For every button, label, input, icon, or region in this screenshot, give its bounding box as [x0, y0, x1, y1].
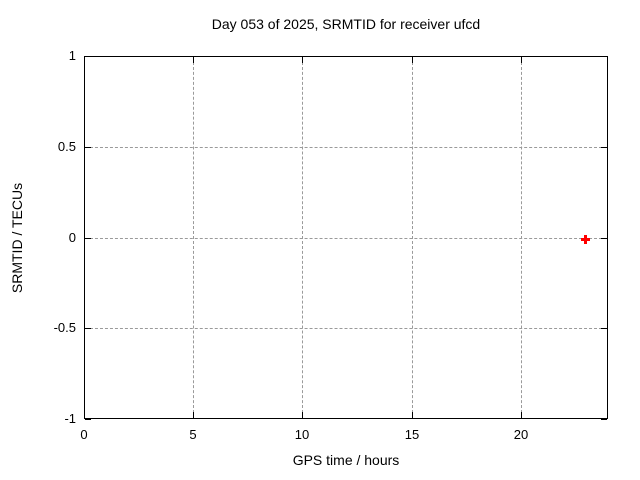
x-tick-top [193, 57, 194, 63]
x-tick-top [521, 57, 522, 63]
x-tick-bottom [302, 412, 303, 418]
x-gridline [521, 57, 522, 418]
chart-title: Day 053 of 2025, SRMTID for receiver ufc… [211, 16, 481, 32]
y-tick-left [85, 419, 91, 420]
x-tick-bottom [412, 412, 413, 418]
plot-area [84, 56, 608, 420]
x-tick-label: 5 [189, 427, 197, 442]
x-gridline [412, 57, 413, 418]
x-axis-label: GPS time / hours [292, 452, 400, 468]
y-tick-right [601, 147, 607, 148]
x-tick-top [302, 57, 303, 63]
y-tick-label: -0.5 [53, 320, 76, 335]
y-gridline [85, 328, 607, 329]
x-tick-label: 0 [80, 427, 88, 442]
y-gridline [85, 238, 607, 239]
x-tick-bottom [193, 412, 194, 418]
y-tick-label: 0 [68, 230, 76, 245]
y-tick-right [601, 419, 607, 420]
x-tick-label: 20 [513, 427, 529, 442]
marker-bar-vertical [584, 235, 587, 244]
y-gridline [85, 147, 607, 148]
x-tick-top [412, 57, 413, 63]
y-tick-label: 0.5 [57, 139, 76, 154]
y-tick-right [601, 238, 607, 239]
x-gridline [193, 57, 194, 418]
x-tick-label: 10 [294, 427, 310, 442]
x-gridline [302, 57, 303, 418]
x-tick-label: 15 [404, 427, 420, 442]
y-tick-left [85, 147, 91, 148]
x-tick-bottom [521, 412, 522, 418]
y-tick-right [601, 56, 607, 57]
y-tick-left [85, 56, 91, 57]
y-tick-left [85, 238, 91, 239]
y-tick-right [601, 328, 607, 329]
y-tick-label: -1 [64, 411, 76, 426]
x-tick-bottom [84, 412, 85, 418]
y-tick-left [85, 328, 91, 329]
x-tick-top [84, 57, 85, 63]
y-tick-label: 1 [68, 48, 76, 63]
